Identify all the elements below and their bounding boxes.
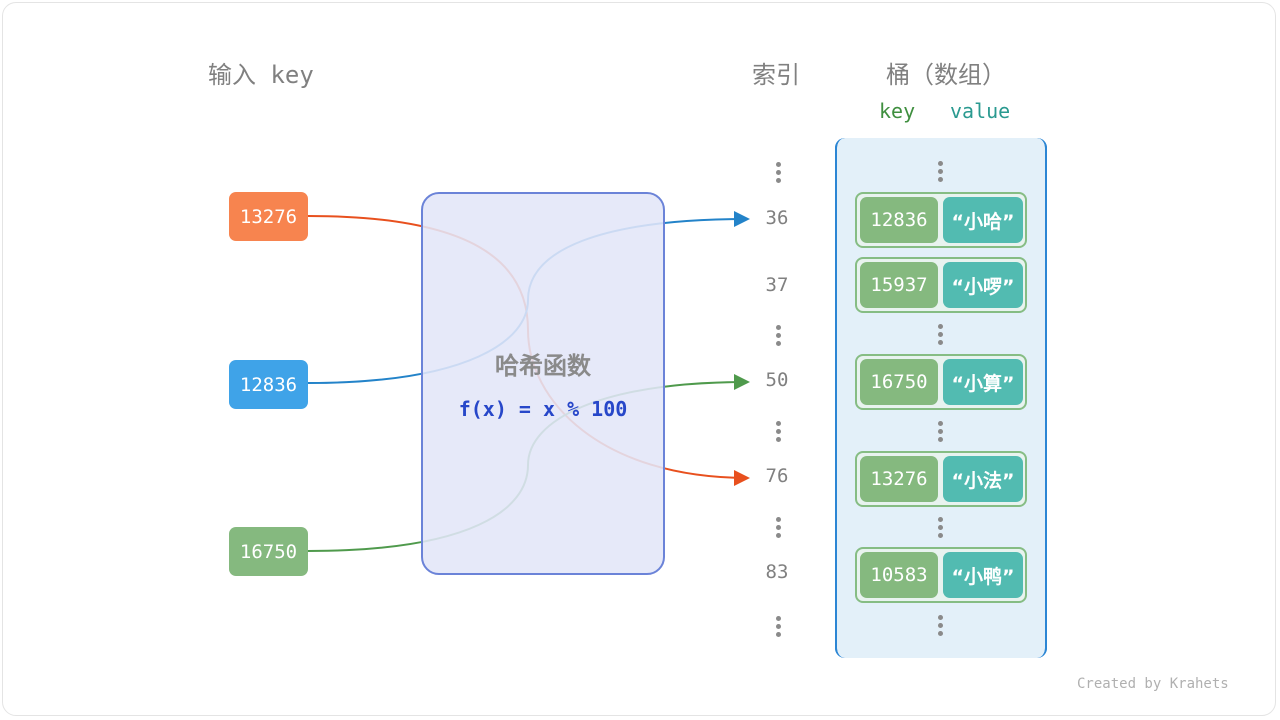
ellipsis-icon bbox=[938, 517, 944, 541]
hash-function-title: 哈希函数 bbox=[495, 352, 591, 380]
ellipsis-icon bbox=[776, 325, 782, 349]
entry-key: 12836 bbox=[860, 197, 938, 243]
input-key-box: 16750 bbox=[229, 527, 308, 576]
entry-key: 16750 bbox=[860, 359, 938, 405]
ellipsis-icon bbox=[938, 421, 944, 445]
bucket-entry: 10583 “小鸭” bbox=[855, 547, 1027, 603]
input-key-box: 13276 bbox=[229, 192, 308, 241]
hash-function-formula: f(x) = x % 100 bbox=[458, 397, 628, 421]
bucket-header: 桶（数组） bbox=[886, 61, 1006, 89]
ellipsis-icon bbox=[938, 161, 944, 185]
hash-function-box: 哈希函数 f(x) = x % 100 bbox=[421, 192, 665, 575]
ellipsis-icon bbox=[776, 421, 782, 445]
ellipsis-icon bbox=[776, 616, 782, 640]
entry-key: 10583 bbox=[860, 552, 938, 598]
ellipsis-icon bbox=[938, 324, 944, 348]
index-label: 76 bbox=[765, 465, 789, 487]
bucket-entry: 12836 “小哈” bbox=[855, 192, 1027, 248]
key-column-header: key bbox=[879, 99, 916, 123]
ellipsis-icon bbox=[776, 517, 782, 541]
bucket-entry: 16750 “小算” bbox=[855, 354, 1027, 410]
credit-text: Created by Krahets bbox=[1077, 676, 1229, 692]
index-label: 36 bbox=[765, 207, 789, 229]
index-header: 索引 bbox=[752, 61, 800, 89]
index-label: 83 bbox=[765, 561, 789, 583]
entry-value: “小哈” bbox=[943, 197, 1023, 243]
ellipsis-icon bbox=[938, 615, 944, 639]
entry-value: “小算” bbox=[943, 359, 1023, 405]
bucket-entry: 15937 “小啰” bbox=[855, 257, 1027, 313]
input-key-header: 输入 key bbox=[208, 61, 314, 89]
entry-value: “小啰” bbox=[943, 262, 1023, 308]
bucket-entry: 13276 “小法” bbox=[855, 451, 1027, 507]
index-label: 50 bbox=[765, 369, 789, 391]
ellipsis-icon bbox=[776, 162, 782, 186]
index-label: 37 bbox=[765, 274, 789, 296]
input-key-box: 12836 bbox=[229, 360, 308, 409]
value-column-header: value bbox=[950, 99, 1011, 123]
entry-key: 13276 bbox=[860, 456, 938, 502]
entry-value: “小法” bbox=[943, 456, 1023, 502]
entry-key: 15937 bbox=[860, 262, 938, 308]
entry-value: “小鸭” bbox=[943, 552, 1023, 598]
